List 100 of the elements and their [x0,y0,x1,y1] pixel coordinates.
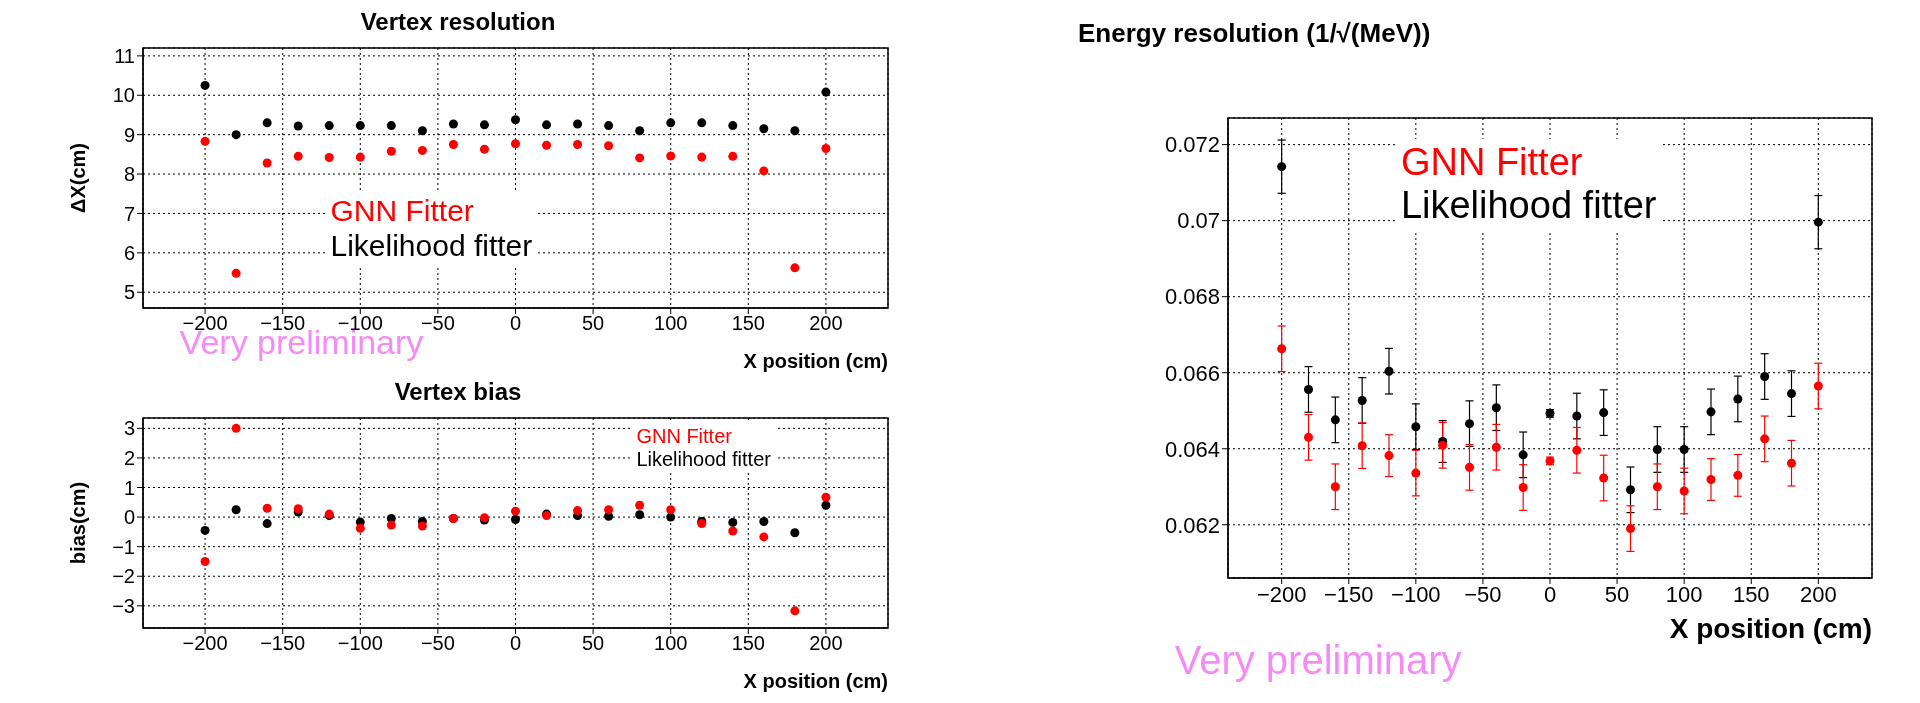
chart-title: Vertex bias [393,378,523,406]
text: Likelihood fitter [330,228,533,263]
x-tick-label: −50 [420,312,455,335]
x-axis-title: X position (cm) [743,670,888,692]
point [1330,482,1340,492]
point [1652,482,1662,492]
point [1599,473,1609,483]
x-tick-label: 0 [509,632,522,655]
point [821,143,831,153]
point [635,126,645,136]
y-tick-label: −3 [112,594,135,617]
point [1599,408,1609,418]
point [604,505,614,515]
point [635,510,645,520]
point [1813,381,1823,391]
point [573,119,583,129]
point [759,532,769,542]
point [293,151,303,161]
y-tick-label: 5 [123,281,135,304]
x-tick-label: −100 [1391,581,1441,607]
x-tick-label: 100 [654,312,688,335]
point [510,115,521,125]
y-tick-label: 8 [123,163,135,186]
chart-title: Energy resolution (1/√(MeV)) [1078,18,1431,49]
point [542,120,552,130]
series-label: GNN Fitter [330,194,475,229]
point [1464,419,1475,429]
point [324,153,334,163]
text: Likelihood fitter [636,448,771,472]
point [573,506,583,516]
point [417,145,427,155]
point [1411,422,1421,432]
x-tick-label: 50 [581,312,605,335]
point [1813,217,1823,227]
y-tick-label: 0.072 [1164,132,1220,158]
point [666,151,676,161]
point [635,500,645,510]
point [231,268,241,278]
point [666,505,676,515]
y-tick-label: 0.064 [1164,436,1220,462]
point [573,140,583,150]
point [1786,458,1797,468]
point [262,118,272,128]
x-tick-label: −150 [260,312,306,335]
point [417,521,427,531]
point [324,121,334,131]
point [1625,485,1636,495]
point [1464,462,1475,472]
text: GNN Fitter [1400,140,1584,185]
point [1733,470,1743,480]
point [1330,415,1340,425]
y-tick-label: 11 [114,44,135,67]
point [510,514,521,524]
point [821,492,831,502]
point [355,523,365,533]
point [386,146,396,156]
point [728,121,738,131]
y-tick-label: 10 [112,84,135,107]
point [1518,450,1528,460]
y-tick-label: 9 [123,123,135,146]
point [1303,432,1314,442]
point [262,503,272,513]
y-tick-label: 0.066 [1164,360,1220,386]
point [1786,389,1797,399]
point [510,506,521,516]
point [1572,445,1582,455]
text: GNN Fitter [636,425,733,449]
point [231,423,241,433]
y-tick-label: −2 [112,565,135,588]
point [355,121,365,131]
point [386,121,396,131]
point [293,121,303,131]
point [1679,486,1689,496]
text: Likelihood fitter [1400,184,1657,229]
x-tick-label: 150 [1732,581,1770,607]
y-tick-label: 1 [123,476,135,499]
point [1625,524,1636,534]
point [697,118,707,128]
point [231,130,241,140]
y-tick-label: 0.068 [1164,284,1220,310]
x-tick-label: 150 [731,632,765,655]
point [1384,451,1394,461]
point [1491,442,1501,452]
y-tick-label: 7 [123,202,135,225]
point [448,119,458,129]
point [262,519,272,529]
x-tick-label: 0 [1543,581,1557,607]
point [479,120,489,130]
point [759,517,769,527]
point [200,80,210,90]
point [200,556,210,566]
point [1760,434,1770,444]
x-tick-label: −150 [1323,581,1374,607]
point [479,144,489,154]
x-tick-label: 100 [654,632,688,655]
point [355,152,365,162]
point [728,517,738,527]
point [1357,441,1367,451]
x-tick-label: −150 [260,632,306,655]
point [790,606,800,616]
